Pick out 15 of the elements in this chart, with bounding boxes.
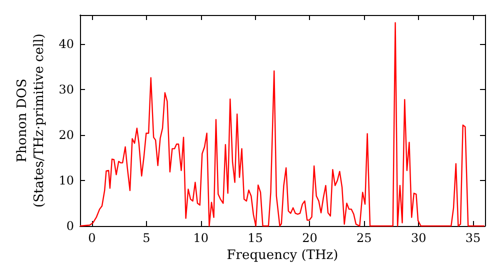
x-tick-label: 10 <box>193 231 208 245</box>
x-tick-label: 15 <box>248 231 263 245</box>
x-tick-label: 35 <box>465 231 481 245</box>
y-tick-label: 40 <box>58 37 74 52</box>
y-tick-label: 20 <box>58 128 74 142</box>
y-axis-title: Phonon DOS (States/THz·primitive cell) <box>14 33 47 208</box>
y-tick-label: 30 <box>58 82 74 97</box>
x-tick-label: 5 <box>142 231 150 245</box>
x-tick-label: 20 <box>302 231 318 245</box>
x-tick-label: 0 <box>88 231 96 245</box>
y-tick-label: 0 <box>66 219 74 233</box>
x-tick-label: 30 <box>410 231 426 245</box>
x-axis-title: Frequency (THz) <box>226 248 338 263</box>
x-tick-label: 25 <box>356 231 372 245</box>
y-tick-label: 10 <box>58 174 74 188</box>
